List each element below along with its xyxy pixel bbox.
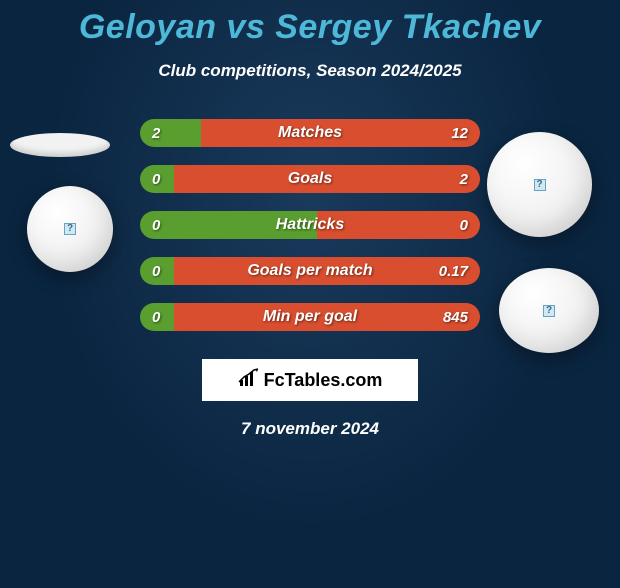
brand-chart-icon bbox=[238, 368, 260, 393]
unknown-icon bbox=[543, 305, 555, 317]
stat-label: Hattricks bbox=[140, 216, 480, 234]
stat-row: 0845Min per goal bbox=[140, 303, 480, 331]
stat-label: Min per goal bbox=[140, 308, 480, 326]
stat-label: Goals per match bbox=[140, 262, 480, 280]
player-ball-right-top bbox=[487, 132, 592, 237]
brand-text: FcTables.com bbox=[264, 370, 383, 391]
comparison-title: Geloyan vs Sergey Tkachev bbox=[0, 8, 620, 47]
brand-badge: FcTables.com bbox=[202, 359, 418, 401]
stat-label: Matches bbox=[140, 124, 480, 142]
snapshot-date: 7 november 2024 bbox=[0, 419, 620, 439]
stat-row: 00.17Goals per match bbox=[140, 257, 480, 285]
player-ball-left bbox=[27, 186, 113, 272]
unknown-icon bbox=[64, 223, 76, 235]
competition-subtitle: Club competitions, Season 2024/2025 bbox=[0, 61, 620, 81]
player-pedestal-left bbox=[10, 133, 110, 157]
stat-label: Goals bbox=[140, 170, 480, 188]
player-ball-right-bottom bbox=[499, 268, 599, 353]
stat-row: 00Hattricks bbox=[140, 211, 480, 239]
stat-row: 02Goals bbox=[140, 165, 480, 193]
stats-container: 212Matches 02Goals 00Hattricks 00.17Goals p… bbox=[140, 119, 480, 331]
stat-row: 212Matches bbox=[140, 119, 480, 147]
unknown-icon bbox=[534, 179, 546, 191]
